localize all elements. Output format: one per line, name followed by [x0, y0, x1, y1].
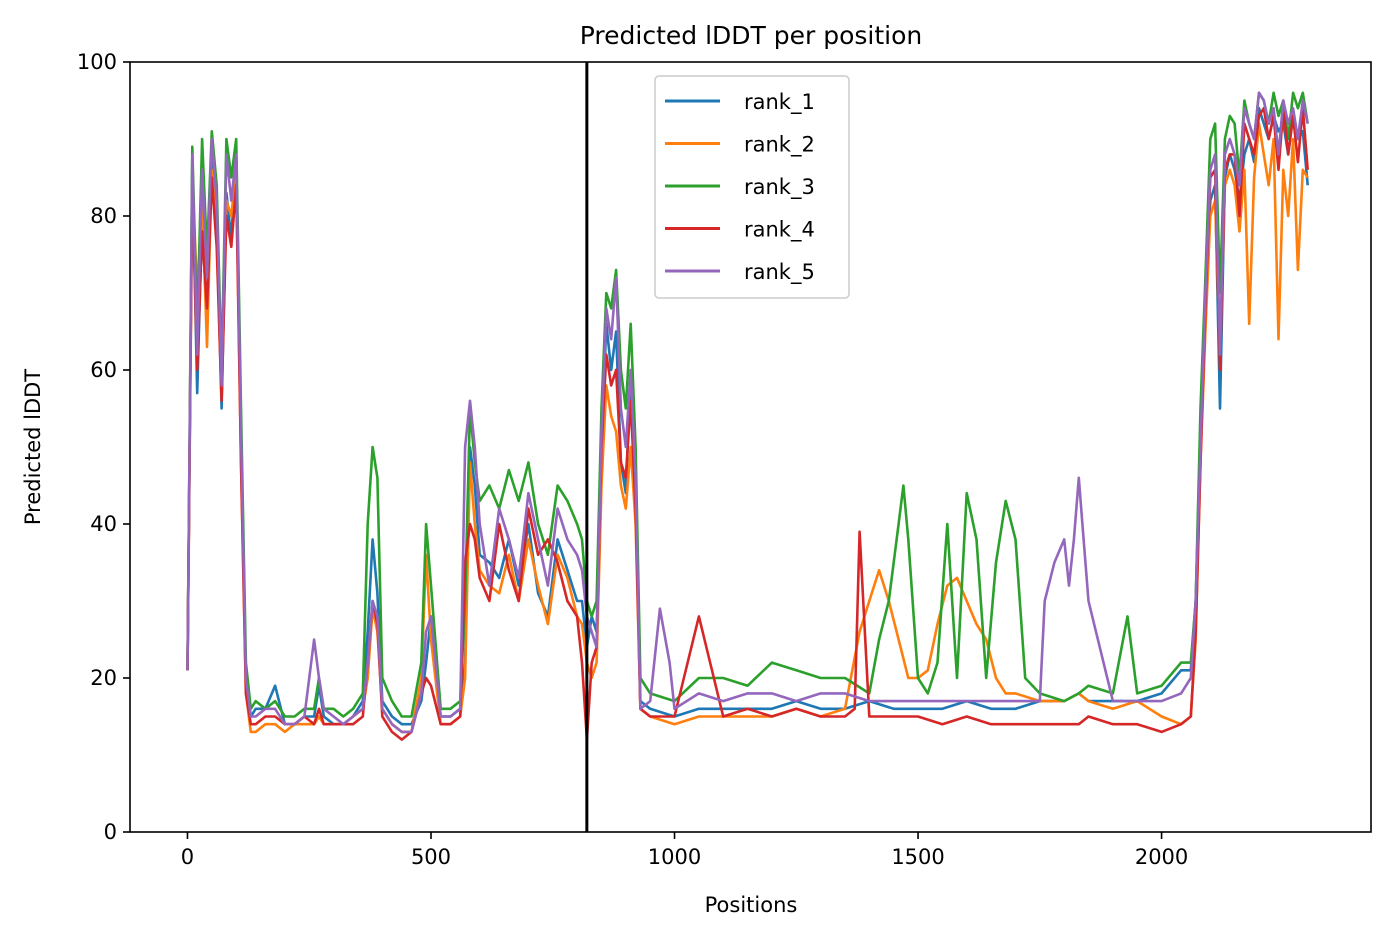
x-tick-label: 1500	[891, 845, 944, 869]
legend-label-rank-5: rank_5	[744, 260, 815, 285]
y-axis: 0 20 40 60 80 100	[77, 50, 130, 844]
y-axis-label: Predicted lDDT	[21, 369, 45, 525]
x-tick-label: 2000	[1135, 845, 1188, 869]
x-axis: 0 500 1000 1500 2000	[181, 832, 1188, 869]
legend-label-rank-3: rank_3	[744, 175, 815, 200]
chart-title: Predicted lDDT per position	[580, 21, 922, 50]
y-tick-label: 60	[90, 358, 117, 382]
legend-box	[654, 75, 850, 299]
legend-label-rank-4: rank_4	[744, 218, 815, 243]
x-tick-label: 0	[181, 845, 194, 869]
y-tick-label: 100	[77, 50, 117, 74]
x-tick-label: 500	[411, 845, 451, 869]
series-line-rank-5	[186, 91, 1309, 734]
legend-label-rank-2: rank_2	[744, 133, 815, 158]
plot-frame	[129, 61, 1372, 833]
legend-label-rank-1: rank_1	[744, 90, 815, 115]
legend: rank_1 rank_2 rank_3 rank_4 rank_5	[654, 75, 850, 299]
x-axis-label: Positions	[705, 893, 798, 917]
x-tick-label: 1000	[648, 845, 701, 869]
y-tick-label: 80	[90, 204, 117, 228]
y-tick-label: 20	[90, 666, 117, 690]
y-tick-label: 0	[104, 820, 117, 844]
y-tick-label: 40	[90, 512, 117, 536]
